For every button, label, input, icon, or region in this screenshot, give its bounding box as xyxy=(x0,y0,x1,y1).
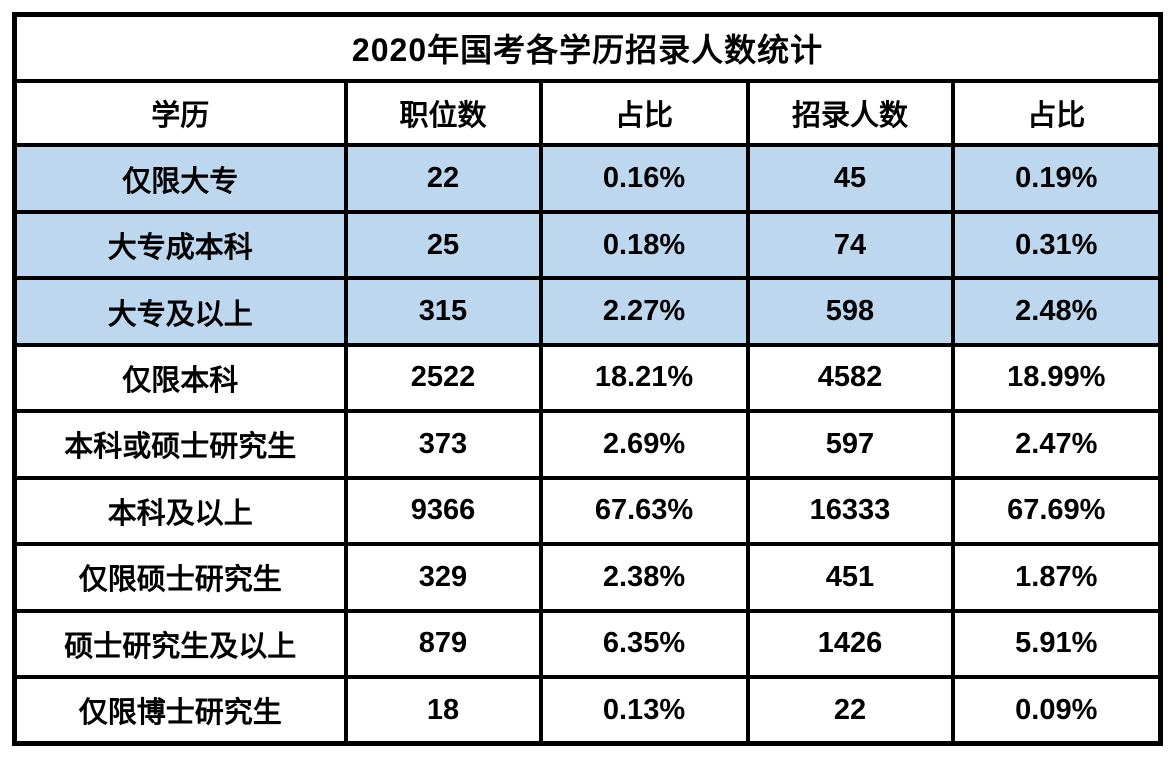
cell-recruits-ratio: 0.19% xyxy=(950,143,1163,214)
table-stage: 2020年国考各学历招录人数统计 学历 职位数 占比 招录人数 占比 仅限大专 … xyxy=(12,12,1164,746)
cell-recruits-ratio: 2.48% xyxy=(950,276,1163,347)
table-row-college-only: 仅限大专 22 0.16% 45 0.19% xyxy=(12,143,1163,214)
cell-recruits-ratio: 1.87% xyxy=(950,542,1163,613)
table-row-college-and-above: 大专及以上 315 2.27% 598 2.48% xyxy=(12,276,1163,347)
cell-recruits-ratio: 67.69% xyxy=(950,475,1163,547)
cell-positions: 2522 xyxy=(343,342,543,414)
cell-positions-ratio: 2.38% xyxy=(538,542,750,613)
cell-recruits-ratio: 5.91% xyxy=(950,608,1163,680)
cell-positions: 18 xyxy=(343,675,543,746)
table-row-master-only: 仅限硕士研究生 329 2.38% 451 1.87% xyxy=(12,542,1163,613)
table-row-bachelor-or-master: 本科或硕士研究生 373 2.69% 597 2.47% xyxy=(12,409,1163,480)
cell-recruits: 74 xyxy=(745,209,955,281)
cell-recruits-ratio: 18.99% xyxy=(950,342,1163,414)
cell-education: 大专成本科 xyxy=(12,209,348,281)
table-row-college-or-bachelor: 大专成本科 25 0.18% 74 0.31% xyxy=(12,209,1163,281)
column-header-education: 学历 xyxy=(12,78,348,148)
cell-positions-ratio: 2.27% xyxy=(538,276,750,347)
cell-education: 仅限博士研究生 xyxy=(12,675,348,746)
cell-recruits: 597 xyxy=(745,409,955,480)
cell-positions: 25 xyxy=(343,209,543,281)
column-header-recruits-ratio: 占比 xyxy=(950,78,1163,148)
table-row-bachelor-only: 仅限本科 2522 18.21% 4582 18.99% xyxy=(12,342,1163,414)
cell-recruits: 451 xyxy=(745,542,955,613)
cell-positions-ratio: 2.69% xyxy=(538,409,750,480)
column-header-positions: 职位数 xyxy=(343,78,543,148)
cell-positions: 329 xyxy=(343,542,543,613)
cell-education: 仅限本科 xyxy=(12,342,348,414)
cell-positions-ratio: 0.18% xyxy=(538,209,750,281)
cell-positions-ratio: 0.13% xyxy=(538,675,750,746)
cell-positions-ratio: 67.63% xyxy=(538,475,750,547)
cell-recruits: 16333 xyxy=(745,475,955,547)
column-header-positions-ratio: 占比 xyxy=(538,78,750,148)
cell-recruits-ratio: 0.09% xyxy=(950,675,1163,746)
cell-recruits: 1426 xyxy=(745,608,955,680)
header-row: 学历 职位数 占比 招录人数 占比 xyxy=(12,78,1163,148)
cell-positions: 879 xyxy=(343,608,543,680)
cell-positions: 373 xyxy=(343,409,543,480)
cell-positions-ratio: 18.21% xyxy=(538,342,750,414)
cell-education: 仅限硕士研究生 xyxy=(12,542,348,613)
cell-education: 本科及以上 xyxy=(12,475,348,547)
cell-recruits-ratio: 0.31% xyxy=(950,209,1163,281)
cell-education: 本科或硕士研究生 xyxy=(12,409,348,480)
column-header-recruits: 招录人数 xyxy=(745,78,955,148)
cell-recruits-ratio: 2.47% xyxy=(950,409,1163,480)
cell-recruits: 45 xyxy=(745,143,955,214)
cell-positions-ratio: 6.35% xyxy=(538,608,750,680)
cell-recruits: 598 xyxy=(745,276,955,347)
cell-education: 仅限大专 xyxy=(12,143,348,214)
table-row-bachelor-and-above: 本科及以上 9366 67.63% 16333 67.69% xyxy=(12,475,1163,547)
cell-education: 大专及以上 xyxy=(12,276,348,347)
table-title: 2020年国考各学历招录人数统计 xyxy=(12,12,1163,83)
cell-recruits: 22 xyxy=(745,675,955,746)
cell-positions: 9366 xyxy=(343,475,543,547)
table-row-phd-only: 仅限博士研究生 18 0.13% 22 0.09% xyxy=(12,675,1163,746)
cell-positions-ratio: 0.16% xyxy=(538,143,750,214)
cell-positions: 22 xyxy=(343,143,543,214)
statistics-table: 2020年国考各学历招录人数统计 学历 职位数 占比 招录人数 占比 仅限大专 … xyxy=(12,12,1164,746)
table-row-master-and-above: 硕士研究生及以上 879 6.35% 1426 5.91% xyxy=(12,608,1163,680)
cell-positions: 315 xyxy=(343,276,543,347)
cell-education: 硕士研究生及以上 xyxy=(12,608,348,680)
cell-recruits: 4582 xyxy=(745,342,955,414)
title-row: 2020年国考各学历招录人数统计 xyxy=(12,12,1163,83)
